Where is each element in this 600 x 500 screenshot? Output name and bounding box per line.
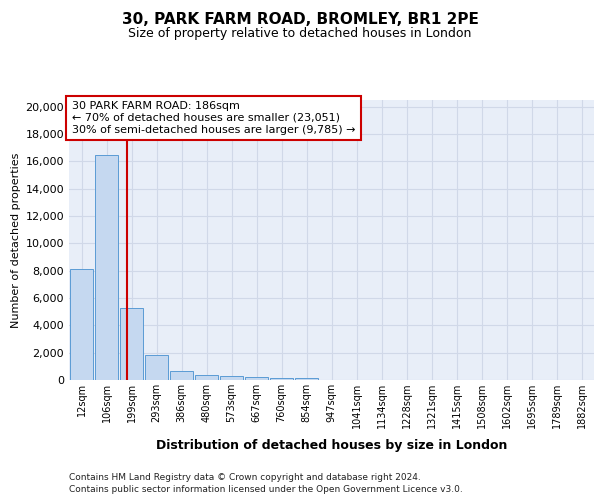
Text: Contains HM Land Registry data © Crown copyright and database right 2024.: Contains HM Land Registry data © Crown c… (69, 472, 421, 482)
Bar (170, 371, 193, 380)
Bar (119, 308, 143, 380)
Bar (145, 354, 169, 380)
Bar (220, 376, 244, 380)
Text: 30, PARK FARM ROAD, BROMLEY, BR1 2PE: 30, PARK FARM ROAD, BROMLEY, BR1 2PE (122, 12, 478, 28)
Y-axis label: Number of detached properties: Number of detached properties (11, 152, 22, 328)
Bar (245, 378, 268, 380)
Bar (295, 378, 319, 380)
Bar (95, 154, 118, 380)
Text: Size of property relative to detached houses in London: Size of property relative to detached ho… (128, 28, 472, 40)
Bar (194, 375, 218, 380)
Bar (269, 378, 293, 380)
Text: 30 PARK FARM ROAD: 186sqm
← 70% of detached houses are smaller (23,051)
30% of s: 30 PARK FARM ROAD: 186sqm ← 70% of detac… (71, 102, 355, 134)
Text: Contains public sector information licensed under the Open Government Licence v3: Contains public sector information licen… (69, 485, 463, 494)
Bar (70, 270, 94, 380)
X-axis label: Distribution of detached houses by size in London: Distribution of detached houses by size … (156, 440, 507, 452)
